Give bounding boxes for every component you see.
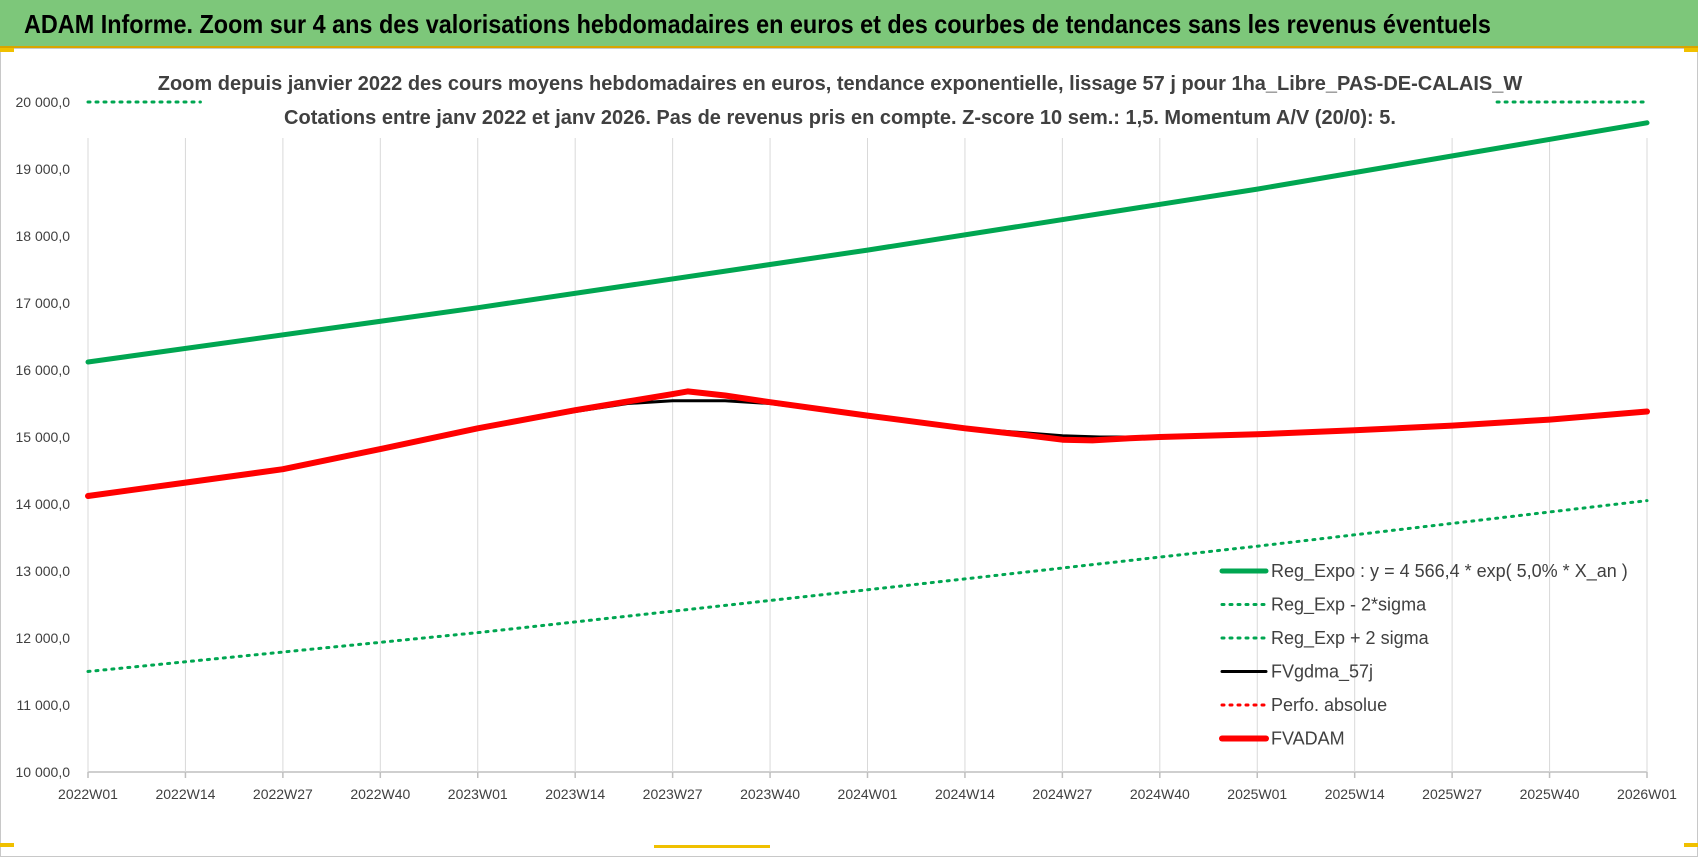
frame-corner-marker bbox=[0, 843, 14, 847]
x-tick-label: 2022W27 bbox=[253, 786, 313, 802]
y-axis-ticks: 10 000,0 11 000,0 12 000,0 13 000,0 14 000,0… bbox=[16, 94, 71, 780]
chart-subtitle-line2: Cotations entre janv 2022 et janv 2026. … bbox=[284, 107, 1396, 129]
x-tick-label: 2026W01 bbox=[1617, 786, 1677, 802]
legend-label: FVgdma_57j bbox=[1271, 662, 1373, 683]
frame-corner-marker bbox=[1684, 48, 1698, 52]
x-axis-ticks: 2022W01 2022W14 2022W27 2022W40 2023W01 2023W… bbox=[58, 786, 1677, 802]
series-line-0 bbox=[85, 120, 1650, 365]
x-tick-label: 2022W14 bbox=[155, 786, 215, 802]
y-tick-label: 13 000,0 bbox=[16, 563, 71, 579]
chart-subtitle-line1: Zoom depuis janvier 2022 des cours moyen… bbox=[158, 73, 1523, 95]
frame-edge-marker bbox=[654, 845, 770, 848]
series-line-1 bbox=[86, 499, 1649, 673]
y-tick-label: 11 000,0 bbox=[17, 697, 71, 713]
gridlines bbox=[87, 138, 1648, 778]
series-lines bbox=[85, 100, 1650, 673]
frame-corner-marker bbox=[1684, 843, 1698, 847]
legend-label: Reg_Exp + 2 sigma bbox=[1271, 628, 1430, 649]
x-tick-label: 2024W40 bbox=[1130, 786, 1190, 802]
frame-corner-marker bbox=[0, 48, 14, 52]
y-tick-label: 10 000,0 bbox=[16, 764, 71, 780]
x-tick-label: 2025W40 bbox=[1520, 786, 1580, 802]
legend-label: Perfo. absolue bbox=[1271, 695, 1387, 715]
legend: Reg_Expo : y = 4 566,4 * exp( 5,0% * X_a… bbox=[1219, 561, 1628, 749]
legend-label: Reg_Exp - 2*sigma bbox=[1271, 595, 1427, 616]
x-tick-label: 2023W27 bbox=[643, 786, 703, 802]
x-tick-label: 2024W27 bbox=[1032, 786, 1092, 802]
y-tick-label: 17 000,0 bbox=[16, 295, 71, 311]
title-banner: ADAM Informe. Zoom sur 4 ans des valoris… bbox=[0, 0, 1698, 48]
x-tick-label: 2025W27 bbox=[1422, 786, 1482, 802]
x-tick-label: 2025W14 bbox=[1325, 786, 1385, 802]
y-tick-label: 20 000,0 bbox=[16, 94, 71, 110]
legend-label: Reg_Expo : y = 4 566,4 * exp( 5,0% * X_a… bbox=[1271, 561, 1628, 582]
x-tick-label: 2024W01 bbox=[838, 786, 898, 802]
legend-label: FVADAM bbox=[1271, 729, 1345, 749]
y-tick-label: 15 000,0 bbox=[16, 429, 71, 445]
x-tick-label: 2023W40 bbox=[740, 786, 800, 802]
y-tick-label: 14 000,0 bbox=[16, 496, 71, 512]
report-title: ADAM Informe. Zoom sur 4 ans des valoris… bbox=[24, 9, 1491, 39]
x-tick-label: 2022W40 bbox=[350, 786, 410, 802]
x-tick-label: 2025W01 bbox=[1227, 786, 1287, 802]
y-tick-label: 16 000,0 bbox=[16, 362, 71, 378]
x-tick-label: 2024W14 bbox=[935, 786, 995, 802]
x-tick-label: 2023W01 bbox=[448, 786, 508, 802]
x-tick-label: 2023W14 bbox=[545, 786, 605, 802]
y-tick-label: 12 000,0 bbox=[16, 630, 71, 646]
y-tick-label: 19 000,0 bbox=[16, 161, 71, 177]
series-line-5 bbox=[85, 388, 1650, 499]
x-tick-label: 2022W01 bbox=[58, 786, 118, 802]
y-tick-label: 18 000,0 bbox=[16, 228, 71, 244]
